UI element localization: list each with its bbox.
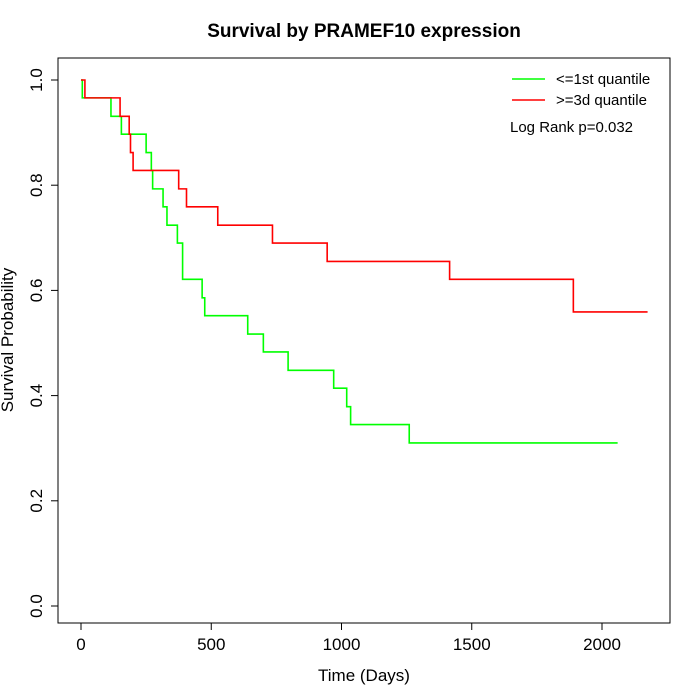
y-axis-label: Survival Probability — [0, 267, 17, 412]
y-tick-label: 0.4 — [27, 384, 46, 408]
y-axis: 0.0 0.2 0.4 0.6 0.8 1.0 — [27, 68, 58, 618]
y-tick-label: 1.0 — [27, 68, 46, 92]
x-axis: 0 500 1000 1500 2000 — [76, 623, 621, 654]
plot-frame — [57, 57, 671, 624]
log-rank-annotation: Log Rank p=0.032 — [510, 119, 633, 136]
legend: <=1st quantile >=3d quantile — [512, 71, 650, 109]
x-tick-label: 2000 — [583, 635, 621, 654]
x-tick-label: 1000 — [323, 635, 361, 654]
curve-high-quantile — [81, 79, 648, 313]
legend-label: <=1st quantile — [556, 71, 650, 88]
survival-curves — [81, 79, 648, 444]
y-tick-label: 0.6 — [27, 279, 46, 303]
y-tick-label: 0.0 — [27, 594, 46, 618]
y-tick-label: 0.8 — [27, 173, 46, 197]
x-tick-label: 500 — [197, 635, 225, 654]
x-axis-label: Time (Days) — [318, 666, 410, 685]
x-tick-label: 0 — [76, 635, 85, 654]
chart-title: Survival by PRAMEF10 expression — [207, 21, 521, 42]
legend-label: >=3d quantile — [556, 92, 647, 109]
curve-low-quantile — [81, 79, 618, 444]
y-tick-label: 0.2 — [27, 489, 46, 513]
x-tick-label: 1500 — [453, 635, 491, 654]
